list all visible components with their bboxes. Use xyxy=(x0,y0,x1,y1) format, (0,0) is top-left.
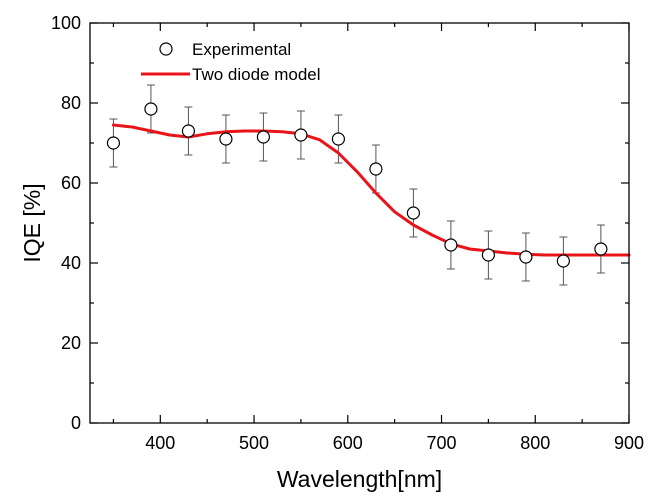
x-tick-label: 800 xyxy=(520,433,550,453)
x-axis: 400 500 600 700 800 900 xyxy=(112,23,644,453)
x-tick-label: 600 xyxy=(333,433,363,453)
y-tick-label: 20 xyxy=(61,333,81,353)
data-point xyxy=(556,254,570,268)
fit-line-two-diode-model xyxy=(111,123,631,257)
data-point xyxy=(369,162,383,176)
legend: Experimental Two diode model xyxy=(141,40,321,84)
plot-frame xyxy=(89,22,630,424)
data-point xyxy=(444,238,458,252)
y-axis: 0 20 40 60 80 100 xyxy=(51,13,629,433)
data-point xyxy=(481,248,495,262)
y-tick-label: 60 xyxy=(61,173,81,193)
fit-line-layer xyxy=(111,123,631,257)
data-point xyxy=(594,242,608,256)
data-point xyxy=(256,130,271,144)
data-point xyxy=(406,206,420,220)
y-tick-label: 40 xyxy=(61,253,81,273)
data-point xyxy=(519,250,533,264)
y-tick-label: 80 xyxy=(61,93,81,113)
data-point xyxy=(181,124,196,138)
x-tick-label: 700 xyxy=(426,433,456,453)
data-points xyxy=(106,102,608,268)
x-tick-label: 900 xyxy=(614,433,644,453)
data-point xyxy=(219,132,233,146)
data-point xyxy=(331,132,346,146)
legend-label-experimental: Experimental xyxy=(192,40,291,59)
x-tick-label: 400 xyxy=(145,433,175,453)
y-axis-title: IQE [%] xyxy=(19,183,45,262)
x-tick-label: 500 xyxy=(239,433,269,453)
x-axis-title: Wavelength[nm] xyxy=(277,466,442,492)
data-point xyxy=(106,136,121,150)
data-point xyxy=(294,128,308,142)
legend-label-two-diode-model: Two diode model xyxy=(192,65,321,84)
data-point xyxy=(144,102,158,116)
y-tick-label: 0 xyxy=(71,413,81,433)
y-tick-label: 100 xyxy=(51,13,81,33)
legend-marker-experimental xyxy=(159,42,173,56)
